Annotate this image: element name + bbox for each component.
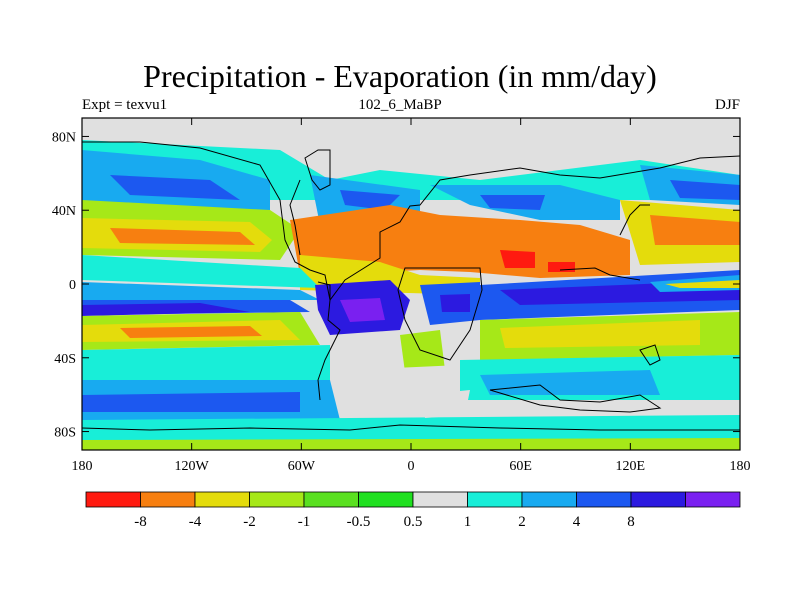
colorbar-swatch (249, 491, 305, 508)
y-tick-label: 0 (69, 278, 76, 293)
colorbar-swatch (358, 491, 414, 508)
colorbar-swatch (140, 491, 196, 508)
colorbar-swatch (576, 491, 632, 508)
x-tick-label: 60E (509, 459, 532, 474)
colorbar-label: -0.5 (347, 514, 371, 530)
axis-ticks: 80N 40N 0 40S 80S 180 120W 60W 0 60E 120E 180 (52, 118, 751, 474)
x-tick-label: 180 (730, 459, 751, 474)
x-tick-label: 180 (72, 459, 93, 474)
colorbar-label: -4 (189, 514, 202, 530)
colorbar-swatch (303, 491, 359, 508)
colorbar-swatch (85, 491, 141, 508)
colorbar-swatch (412, 491, 468, 508)
colorbar-swatch (630, 491, 686, 508)
colorbar-swatch (194, 491, 250, 508)
x-tick-label: 120W (175, 459, 210, 474)
y-tick-label: 80S (54, 426, 76, 441)
map-field (82, 118, 740, 450)
x-tick-label: 0 (408, 459, 415, 474)
season-label: DJF (714, 97, 740, 113)
experiment-label: Expt = texvu1 (82, 97, 168, 113)
colorbar-label: 8 (627, 514, 635, 530)
period-label: 102_6_MaBP (358, 97, 442, 113)
colorbar-label: -2 (243, 514, 256, 530)
x-tick-label: 120E (616, 459, 646, 474)
colorbar-label: -8 (134, 514, 147, 530)
plot-title: Precipitation - Evaporation (in mm/day) (143, 58, 657, 94)
colorbar-swatch (685, 491, 741, 508)
colorbar-swatch (467, 491, 523, 508)
colorbar-label: -1 (298, 514, 311, 530)
x-tick-label: 60W (288, 459, 316, 474)
y-tick-label: 80N (52, 130, 76, 145)
colorbar-label: 4 (573, 514, 581, 530)
colorbar: -8 -4 -2 -1 -0.5 0.5 1 2 4 8 (85, 491, 741, 530)
colorbar-swatch (521, 491, 577, 508)
y-tick-label: 40N (52, 204, 76, 219)
coastline-outlines (81, 141, 741, 431)
colorbar-label: 2 (518, 514, 526, 530)
y-tick-label: 40S (54, 352, 76, 367)
colorbar-label: 1 (464, 514, 472, 530)
colorbar-label: 0.5 (404, 514, 423, 530)
